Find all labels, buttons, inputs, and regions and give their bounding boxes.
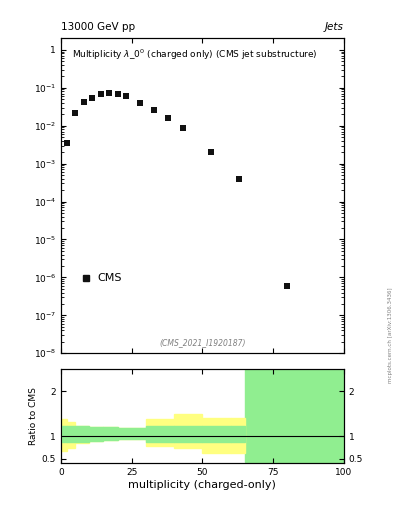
Bar bbox=[61, 426, 66, 442]
Bar bbox=[118, 428, 146, 439]
Bar bbox=[89, 428, 103, 441]
Bar bbox=[174, 426, 202, 442]
Bar bbox=[89, 428, 103, 441]
Bar bbox=[103, 428, 118, 440]
Text: (CMS_2021_I1920187): (CMS_2021_I1920187) bbox=[159, 338, 246, 347]
Bar bbox=[66, 422, 75, 447]
Bar bbox=[174, 414, 202, 447]
Bar bbox=[75, 426, 89, 442]
Text: Multiplicity $\lambda\_0^{0}$ (charged only) (CMS jet substructure): Multiplicity $\lambda\_0^{0}$ (charged o… bbox=[72, 48, 318, 62]
Text: mcplots.cern.ch [arXiv:1306.3436]: mcplots.cern.ch [arXiv:1306.3436] bbox=[387, 288, 393, 383]
X-axis label: multiplicity (charged-only): multiplicity (charged-only) bbox=[129, 480, 276, 490]
Text: 13000 GeV pp: 13000 GeV pp bbox=[61, 22, 135, 32]
Bar bbox=[231, 426, 245, 442]
Text: Jets: Jets bbox=[325, 22, 344, 32]
Bar bbox=[103, 428, 118, 440]
Bar bbox=[118, 428, 146, 439]
Text: CMS: CMS bbox=[98, 273, 122, 283]
Y-axis label: Ratio to CMS: Ratio to CMS bbox=[29, 387, 37, 445]
Bar bbox=[202, 426, 231, 442]
Bar bbox=[146, 426, 174, 442]
Bar bbox=[75, 426, 89, 443]
Bar bbox=[231, 418, 245, 453]
Bar bbox=[66, 426, 75, 442]
Bar bbox=[202, 418, 231, 453]
Bar bbox=[146, 419, 174, 446]
Bar bbox=[61, 419, 66, 451]
Bar bbox=[245, 369, 344, 462]
